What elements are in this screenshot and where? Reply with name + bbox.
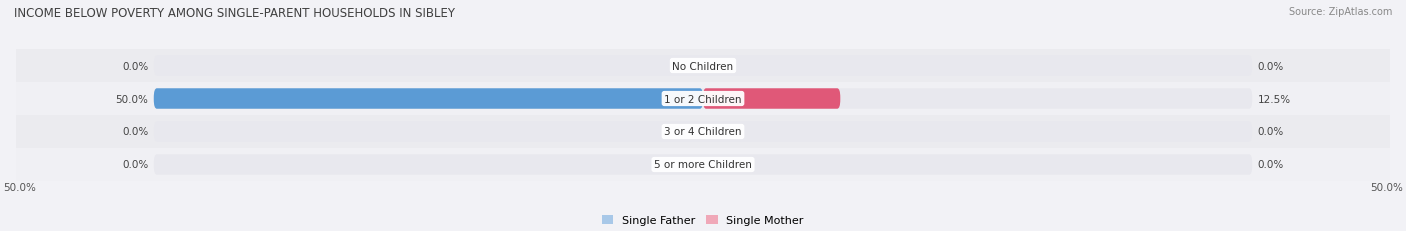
Text: 0.0%: 0.0% [1258, 127, 1284, 137]
FancyBboxPatch shape [17, 116, 1389, 148]
FancyBboxPatch shape [153, 56, 1253, 76]
FancyBboxPatch shape [153, 89, 703, 109]
Legend: Single Father, Single Mother: Single Father, Single Mother [602, 215, 804, 225]
FancyBboxPatch shape [17, 83, 1389, 116]
FancyBboxPatch shape [703, 89, 841, 109]
Text: 3 or 4 Children: 3 or 4 Children [664, 127, 742, 137]
FancyBboxPatch shape [153, 155, 1253, 175]
FancyBboxPatch shape [17, 148, 1389, 181]
Text: Source: ZipAtlas.com: Source: ZipAtlas.com [1288, 7, 1392, 17]
Text: 0.0%: 0.0% [122, 61, 148, 71]
Text: No Children: No Children [672, 61, 734, 71]
FancyBboxPatch shape [17, 50, 1389, 83]
FancyBboxPatch shape [153, 122, 1253, 142]
Text: 0.0%: 0.0% [122, 127, 148, 137]
Text: 0.0%: 0.0% [122, 160, 148, 170]
Text: INCOME BELOW POVERTY AMONG SINGLE-PARENT HOUSEHOLDS IN SIBLEY: INCOME BELOW POVERTY AMONG SINGLE-PARENT… [14, 7, 456, 20]
Text: 50.0%: 50.0% [3, 182, 37, 192]
Text: 12.5%: 12.5% [1258, 94, 1291, 104]
Text: 5 or more Children: 5 or more Children [654, 160, 752, 170]
FancyBboxPatch shape [153, 89, 1253, 109]
Text: 0.0%: 0.0% [1258, 160, 1284, 170]
Text: 0.0%: 0.0% [1258, 61, 1284, 71]
Text: 50.0%: 50.0% [115, 94, 148, 104]
Text: 1 or 2 Children: 1 or 2 Children [664, 94, 742, 104]
Text: 50.0%: 50.0% [1369, 182, 1403, 192]
